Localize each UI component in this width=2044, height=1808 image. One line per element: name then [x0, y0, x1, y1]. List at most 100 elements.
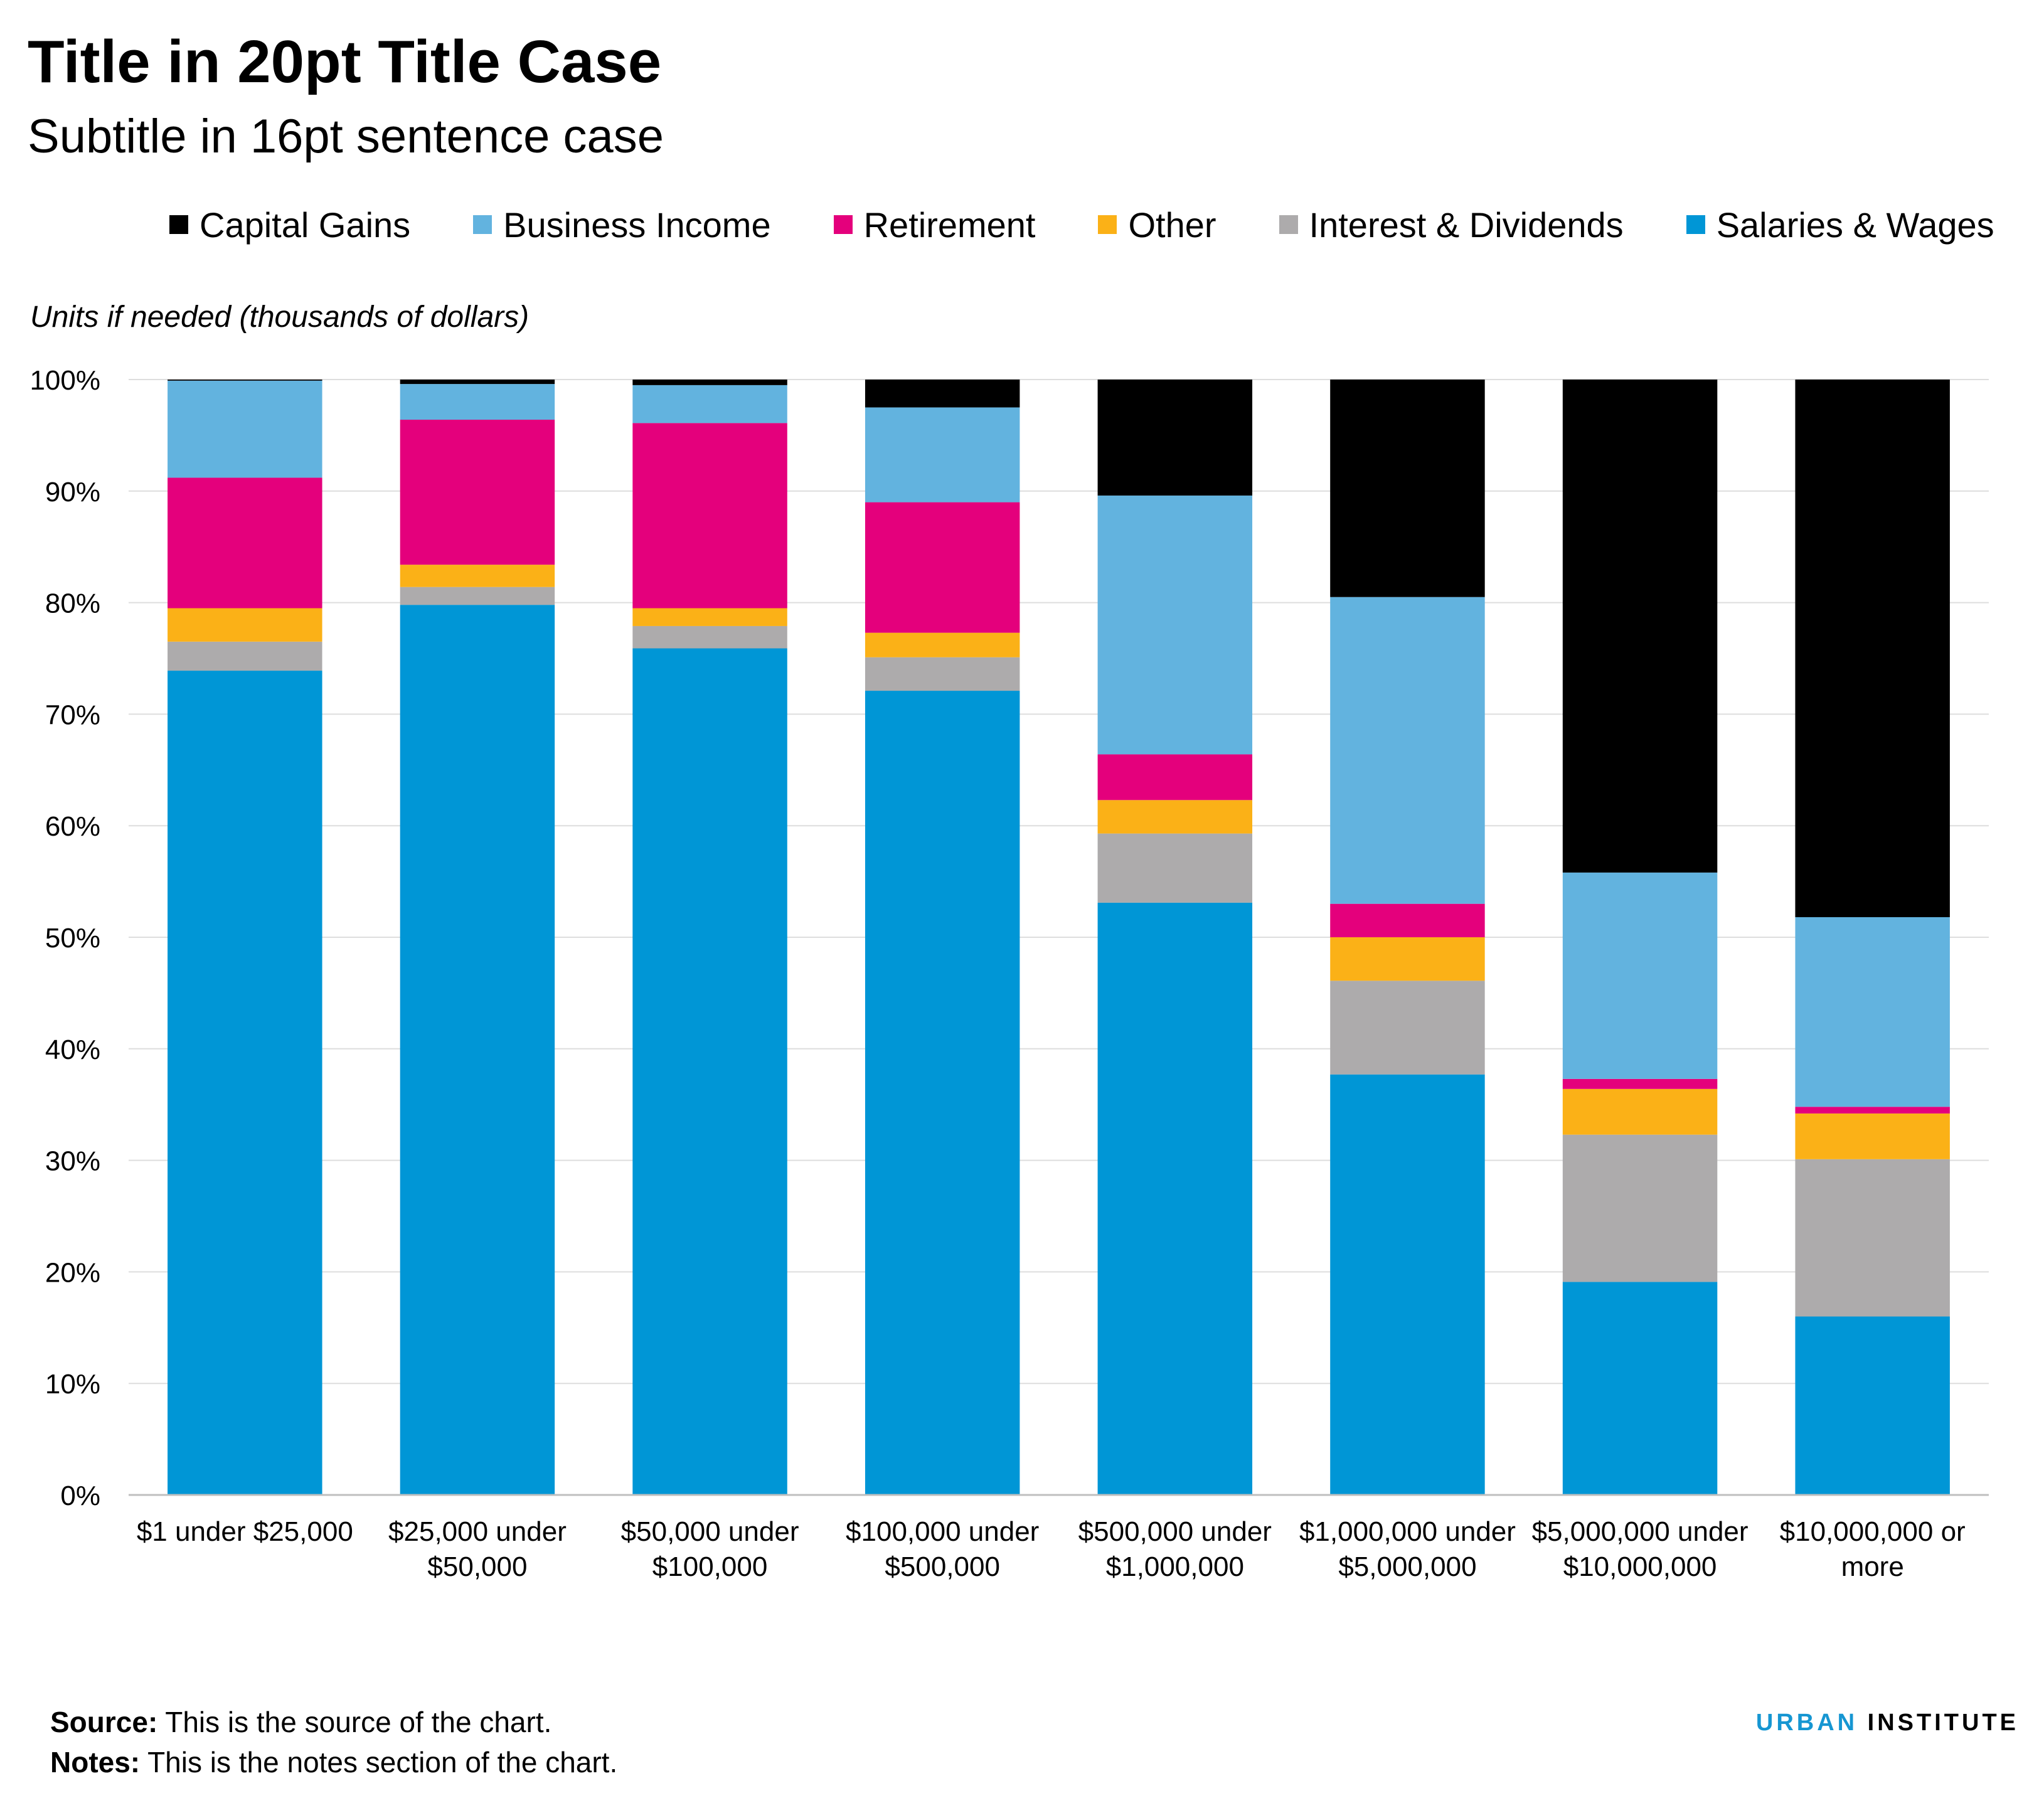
bar-segment [865, 407, 1020, 503]
bar-segment [168, 477, 322, 609]
bar-segment [1795, 1316, 1950, 1495]
bar-segment [1562, 872, 1718, 1079]
bar-segment [1097, 902, 1253, 1495]
chart-title: Title in 20pt Title Case [28, 28, 662, 95]
bar-segment [400, 420, 555, 565]
bar-segment [1795, 1159, 1950, 1317]
bar-segment [865, 632, 1020, 657]
legend-item: Salaries & Wages [1686, 205, 1994, 245]
legend-item: Capital Gains [169, 205, 410, 245]
bar-segment [1562, 380, 1718, 873]
bar-segment [400, 587, 555, 605]
x-tick-label: $100,000 under [846, 1516, 1039, 1547]
bar-segment [1097, 754, 1253, 800]
stacked-bar-chart: 0% 10% 20% 30% 40% 50% 60% 70% 80% 90% 100% $1 unde… [29, 365, 1989, 1582]
y-tick-label: 40% [45, 1034, 100, 1065]
legend-label: Business Income [503, 205, 771, 245]
source-text: This is the source of the chart. [165, 1706, 552, 1738]
bar-segment [1330, 903, 1485, 937]
legend-swatch [169, 215, 188, 234]
bar-segment [865, 502, 1020, 633]
bar-segment [1330, 380, 1485, 597]
chart-subtitle: Subtitle in 16pt sentence case [28, 110, 664, 163]
legend-swatch [1279, 215, 1298, 234]
y-tick-label: 30% [45, 1146, 100, 1177]
bar-segment [1330, 937, 1485, 981]
x-tick-label: $500,000 [885, 1551, 1000, 1582]
bar-segment [632, 385, 787, 423]
y-tick-label: 60% [45, 811, 100, 842]
y-tick-label: 50% [45, 923, 100, 954]
x-tick-label: $1 under $25,000 [137, 1516, 353, 1547]
bar-segment [1562, 1088, 1718, 1135]
bar-segment [400, 380, 555, 385]
legend-item: Interest & Dividends [1279, 205, 1624, 245]
legend-swatch [1098, 215, 1117, 234]
x-tick-label: $10,000,000 or [1780, 1516, 1966, 1547]
legend-label: Salaries & Wages [1716, 205, 1994, 245]
bar-segment [1097, 495, 1253, 755]
bar-segment [632, 625, 787, 649]
y-tick-label: 80% [45, 588, 100, 619]
legend-swatch [833, 215, 853, 234]
source-line: Source: This is the source of the chart. [50, 1705, 551, 1739]
bar-segment [1097, 833, 1253, 903]
bar-segment [1562, 1078, 1718, 1089]
legend-label: Retirement [863, 205, 1036, 245]
notes-label: Notes: [50, 1746, 141, 1779]
bar-segment [1330, 597, 1485, 904]
x-tick-label: $100,000 [652, 1551, 768, 1582]
bar-segment [1097, 380, 1253, 496]
y-tick-label: 10% [45, 1369, 100, 1400]
bar-segment [865, 380, 1020, 408]
source-label: Source: [50, 1706, 158, 1738]
bar-segment [1795, 1113, 1950, 1159]
legend-swatch [1686, 215, 1705, 234]
bar-segment [1330, 1074, 1485, 1495]
bar-segment [400, 605, 555, 1495]
x-tick-label: more [1841, 1551, 1904, 1582]
bar-segment [632, 608, 787, 626]
bar-segment [632, 423, 787, 609]
legend-label: Other [1128, 205, 1216, 245]
bar-segment [1562, 1282, 1718, 1495]
x-tick-label: $10,000,000 [1563, 1551, 1717, 1582]
bar-segment [1562, 1134, 1718, 1282]
y-tick-label: 100% [29, 365, 100, 396]
brand-part-1: URBAN [1755, 1710, 1858, 1736]
bar-segment [168, 380, 322, 381]
bar-segment [1795, 1107, 1950, 1114]
bar-segment [168, 641, 322, 671]
x-tick-label: $500,000 under [1078, 1516, 1272, 1547]
y-tick-label: 20% [45, 1257, 100, 1288]
y-tick-label: 70% [45, 699, 100, 730]
bar-segment [1097, 800, 1253, 834]
bar-segment [168, 380, 322, 478]
bar-segment [632, 648, 787, 1495]
units-label: Units if needed (thousands of dollars) [30, 300, 530, 334]
bar-segment [400, 565, 555, 587]
y-tick-label: 0% [60, 1481, 100, 1511]
urban-institute-logo: URBAN INSTITUTE [1756, 1710, 2019, 1736]
bar-segment [1795, 917, 1950, 1107]
legend-item: Retirement [833, 205, 1036, 245]
bar-segment [168, 608, 322, 642]
x-tick-label: $50,000 under [621, 1516, 799, 1547]
legend-swatch [473, 215, 492, 234]
x-tick-label: $5,000,000 under [1532, 1516, 1749, 1547]
legend-label: Capital Gains [200, 205, 411, 245]
x-tick-label: $50,000 [427, 1551, 527, 1582]
bar-segment [865, 657, 1020, 691]
bar-segment [1330, 981, 1485, 1075]
bar-segment [865, 691, 1020, 1495]
x-tick-label: $5,000,000 [1338, 1551, 1476, 1582]
legend-item: Other [1098, 205, 1216, 245]
brand-part-2: INSTITUTE [1867, 1710, 2019, 1736]
legend-item: Business Income [473, 205, 771, 245]
bar-segment [168, 671, 322, 1495]
bar-segment [1795, 380, 1950, 917]
x-tick-label: $25,000 under [388, 1516, 567, 1547]
x-tick-label: $1,000,000 under [1299, 1516, 1516, 1547]
notes-line: Notes: This is the notes section of the … [50, 1745, 617, 1779]
notes-text: This is the notes section of the chart. [147, 1746, 618, 1779]
